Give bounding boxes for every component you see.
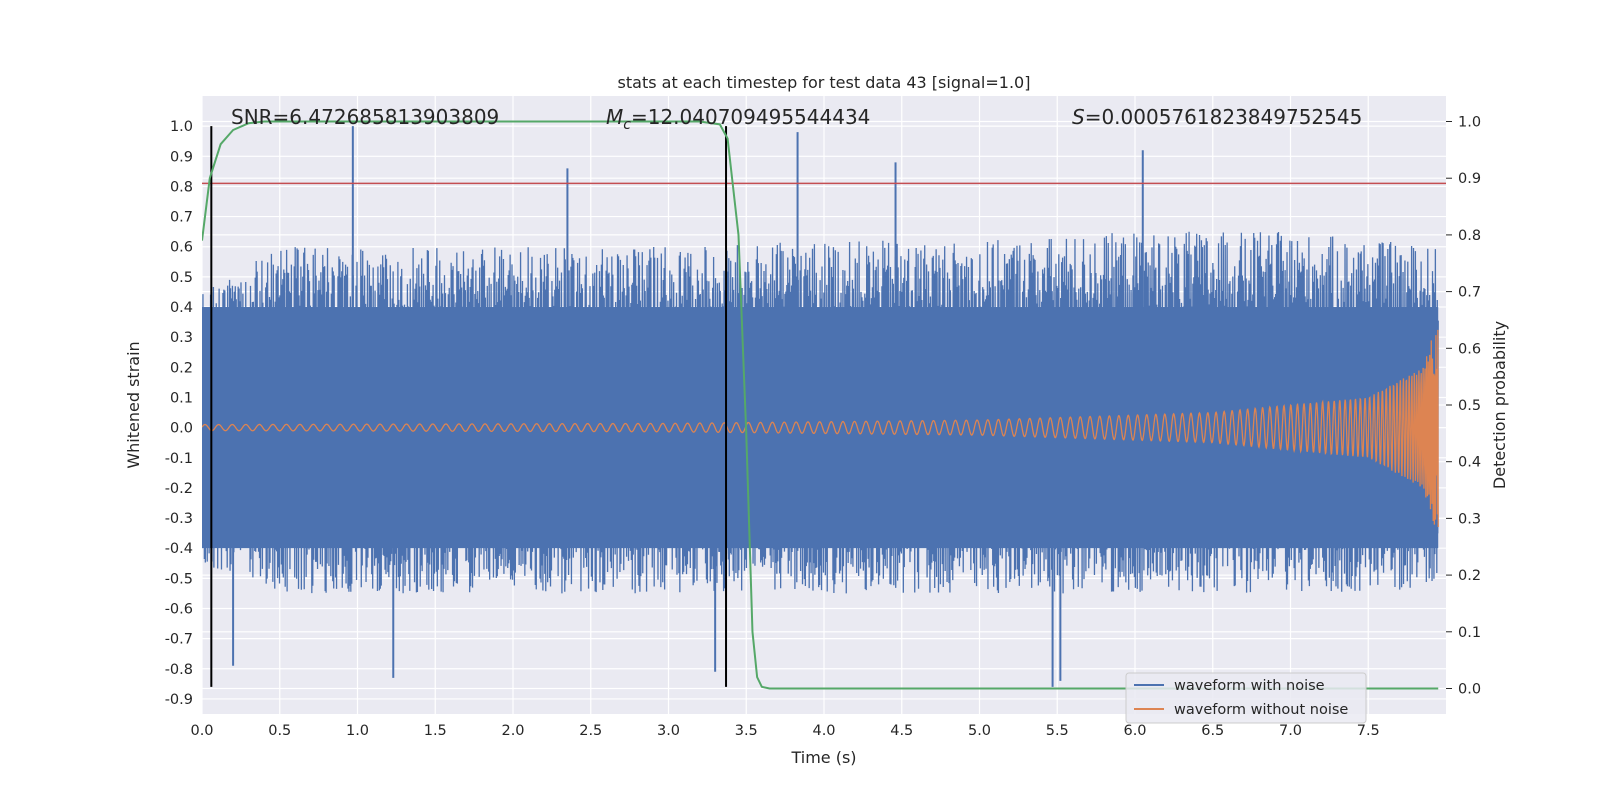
y-axis-ticks: 1.0 0.9 0.8 0.7 0.6 0.5 0.4 0.3 0.2 0.1 0.0 -0.1 -0.… bbox=[165, 119, 193, 708]
y2-tick-label: 1.0 bbox=[1458, 115, 1481, 131]
x-tick-label: 3.0 bbox=[657, 723, 680, 739]
y-tick-label: -0.2 bbox=[165, 481, 193, 497]
y-tick-label: 0.7 bbox=[170, 210, 193, 226]
x-axis-label: Time (s) bbox=[790, 748, 856, 767]
y2-tick-label: 0.5 bbox=[1458, 398, 1481, 414]
y-tick-label: 0.1 bbox=[170, 390, 193, 406]
legend: waveform with noise waveform without noi… bbox=[1125, 672, 1367, 724]
y-tick-label: 0.5 bbox=[170, 270, 193, 286]
y-tick-label: 0.4 bbox=[170, 300, 193, 316]
x-tick-label: 2.5 bbox=[579, 723, 602, 739]
detection-probability-series bbox=[202, 120, 1439, 690]
waveform-with-noise-series bbox=[202, 126, 1439, 687]
clean-waveform-line bbox=[202, 329, 1439, 528]
y-tick-label: -0.5 bbox=[165, 571, 193, 587]
y-tick-label: -0.4 bbox=[165, 541, 193, 557]
y-tick-label: -0.8 bbox=[165, 662, 193, 678]
x-tick-label: 2.0 bbox=[501, 723, 524, 739]
y-tick-label: 0.2 bbox=[170, 360, 193, 376]
y2-axis-ticks: 1.0 0.9 0.8 0.7 0.6 0.5 0.4 0.3 0.2 0.1 0.0 bbox=[1446, 115, 1481, 697]
x-tick-label: 4.5 bbox=[890, 723, 913, 739]
y2-tick-label: 0.4 bbox=[1458, 455, 1481, 471]
probability-line bbox=[202, 120, 1439, 690]
y2-tick-label: 0.7 bbox=[1458, 285, 1481, 301]
y-tick-label: -0.9 bbox=[165, 692, 193, 708]
x-tick-label: 6.0 bbox=[1123, 723, 1146, 739]
x-tick-label: 5.0 bbox=[968, 723, 991, 739]
x-tick-label: 0.0 bbox=[190, 723, 213, 739]
s-annotation: S=0.0005761823849752545 bbox=[1072, 105, 1362, 129]
x-tick-label: 3.5 bbox=[735, 723, 758, 739]
x-tick-label: 5.5 bbox=[1046, 723, 1069, 739]
y-axis-label: Whitened strain bbox=[124, 341, 143, 468]
y2-tick-label: 0.0 bbox=[1458, 681, 1481, 697]
x-axis-ticks: 0.0 0.5 1.0 1.5 2.0 2.5 3.0 3.5 4.0 4.5 5.0 5.5 6.0 6… bbox=[190, 723, 1379, 739]
y-tick-label: -0.3 bbox=[165, 511, 193, 527]
x-tick-label: 1.5 bbox=[424, 723, 447, 739]
y-tick-label: 0.0 bbox=[170, 421, 193, 437]
chirp-mass-annotation: Mc=12.040709495544434 bbox=[606, 105, 870, 133]
x-tick-label: 7.0 bbox=[1279, 723, 1302, 739]
legend-label-clean: waveform without noise bbox=[1174, 702, 1348, 718]
y-tick-label: 0.8 bbox=[170, 179, 193, 195]
reference-lines bbox=[202, 126, 1446, 687]
y-tick-label: -0.1 bbox=[165, 451, 193, 467]
noise-core-band bbox=[202, 307, 1439, 549]
y2-tick-label: 0.2 bbox=[1458, 568, 1481, 584]
y-tick-label: 0.6 bbox=[170, 240, 193, 256]
y2-tick-label: 0.3 bbox=[1458, 511, 1481, 527]
x-tick-label: 0.5 bbox=[268, 723, 291, 739]
snr-annotation: SNR=6.472685813903809 bbox=[231, 105, 499, 129]
y-tick-label: 0.9 bbox=[170, 149, 193, 165]
y2-axis-label: Detection probability bbox=[1490, 321, 1509, 489]
waveform-without-noise-series bbox=[202, 329, 1439, 528]
chart-title: stats at each timestep for test data 43 … bbox=[618, 73, 1031, 92]
y-tick-label: 1.0 bbox=[170, 119, 193, 135]
y2-tick-label: 0.8 bbox=[1458, 228, 1481, 244]
x-tick-label: 4.0 bbox=[812, 723, 835, 739]
x-tick-label: 7.5 bbox=[1357, 723, 1380, 739]
y2-tick-label: 0.6 bbox=[1458, 341, 1481, 357]
y-tick-label: -0.7 bbox=[165, 632, 193, 648]
y-tick-label: -0.6 bbox=[165, 601, 193, 617]
x-tick-label: 1.0 bbox=[346, 723, 369, 739]
y-tick-label: 0.3 bbox=[170, 330, 193, 346]
x-tick-label: 6.5 bbox=[1201, 723, 1224, 739]
legend-label-noise: waveform with noise bbox=[1174, 678, 1325, 694]
y2-tick-label: 0.1 bbox=[1458, 625, 1481, 641]
y2-tick-label: 0.9 bbox=[1458, 171, 1481, 187]
